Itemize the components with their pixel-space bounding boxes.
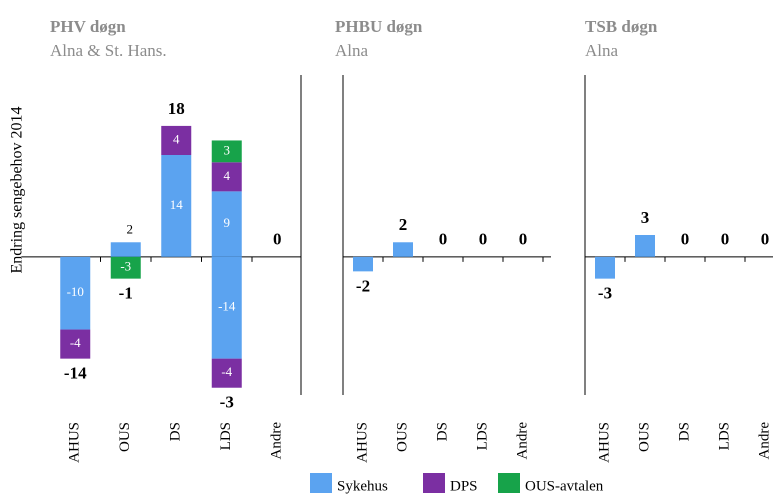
x-tick-label: OUS bbox=[636, 422, 652, 452]
x-tick-label: OUS bbox=[117, 422, 133, 452]
bar-segment bbox=[393, 242, 413, 257]
x-tick-label: LDS bbox=[716, 422, 732, 450]
total-label: -2 bbox=[356, 276, 370, 295]
x-tick-label: DS bbox=[434, 422, 450, 441]
panel-title: TSB døgn bbox=[585, 17, 658, 36]
x-tick-label: LDS bbox=[474, 422, 490, 450]
segment-label: -14 bbox=[218, 299, 236, 314]
panel-title: PHV døgn bbox=[50, 17, 126, 36]
segment-label: 14 bbox=[170, 197, 184, 212]
bar-segment bbox=[161, 125, 192, 155]
panel-subtitle: Alna & St. Hans. bbox=[50, 41, 167, 60]
bar-segment bbox=[110, 256, 141, 279]
x-tick-label: OUS bbox=[394, 422, 410, 452]
x-tick-label: Andre bbox=[269, 422, 285, 460]
total-label: 0 bbox=[479, 230, 488, 249]
bar-segment bbox=[211, 256, 242, 359]
total-label: 0 bbox=[273, 230, 282, 249]
bar-segment bbox=[211, 358, 242, 388]
total-label: 0 bbox=[681, 230, 690, 249]
legend-swatch bbox=[310, 473, 332, 493]
bar-segment bbox=[211, 140, 242, 163]
segment-label: 2 bbox=[127, 221, 134, 236]
segment-label: 4 bbox=[224, 168, 231, 183]
y-axis-label: Endring sengebehov 2014 bbox=[9, 106, 26, 273]
total-label: -3 bbox=[598, 284, 612, 303]
x-tick-label: Andre bbox=[756, 422, 772, 460]
total-label: 0 bbox=[439, 230, 448, 249]
bar-segment bbox=[60, 256, 91, 330]
x-tick-label: LDS bbox=[218, 422, 234, 450]
x-tick-label: Andre bbox=[514, 422, 530, 460]
total-label: -3 bbox=[220, 393, 234, 412]
total-label: 3 bbox=[641, 208, 650, 227]
x-tick-label: DS bbox=[676, 422, 692, 441]
bar-segment bbox=[110, 242, 141, 257]
segment-label: 4 bbox=[173, 131, 180, 146]
legend-label: OUS-avtalen bbox=[525, 478, 604, 494]
panel-subtitle: Alna bbox=[585, 41, 619, 60]
bar-segment bbox=[353, 256, 373, 272]
panel-subtitle: Alna bbox=[335, 41, 369, 60]
total-label: 0 bbox=[721, 230, 730, 249]
total-label: -1 bbox=[119, 284, 133, 303]
legend-label: DPS bbox=[450, 478, 478, 494]
segment-label: -3 bbox=[120, 259, 131, 274]
x-tick-label: AHUS bbox=[354, 422, 370, 463]
x-tick-label: DS bbox=[168, 422, 184, 441]
segment-label: -4 bbox=[70, 335, 81, 350]
total-label: 2 bbox=[399, 215, 408, 234]
bar-segment bbox=[211, 162, 242, 192]
bar-segment bbox=[595, 256, 615, 279]
segment-label: -4 bbox=[221, 364, 232, 379]
segment-label: 3 bbox=[224, 142, 231, 157]
x-tick-label: AHUS bbox=[67, 422, 83, 463]
legend-label: Sykehus bbox=[337, 478, 388, 494]
legend-swatch bbox=[498, 473, 520, 493]
bar-segment bbox=[161, 155, 192, 257]
total-label: -14 bbox=[64, 364, 87, 383]
bar-segment bbox=[60, 329, 91, 359]
segment-label: -10 bbox=[67, 284, 84, 299]
panel-title: PHBU døgn bbox=[335, 17, 423, 36]
bar-segment bbox=[211, 191, 242, 257]
total-label: 0 bbox=[519, 230, 528, 249]
total-label: 0 bbox=[761, 230, 770, 249]
legend-swatch bbox=[423, 473, 445, 493]
total-label: 18 bbox=[168, 99, 185, 118]
x-tick-label: AHUS bbox=[596, 422, 612, 463]
bar-segment bbox=[635, 235, 655, 257]
segment-label: 9 bbox=[224, 215, 231, 230]
